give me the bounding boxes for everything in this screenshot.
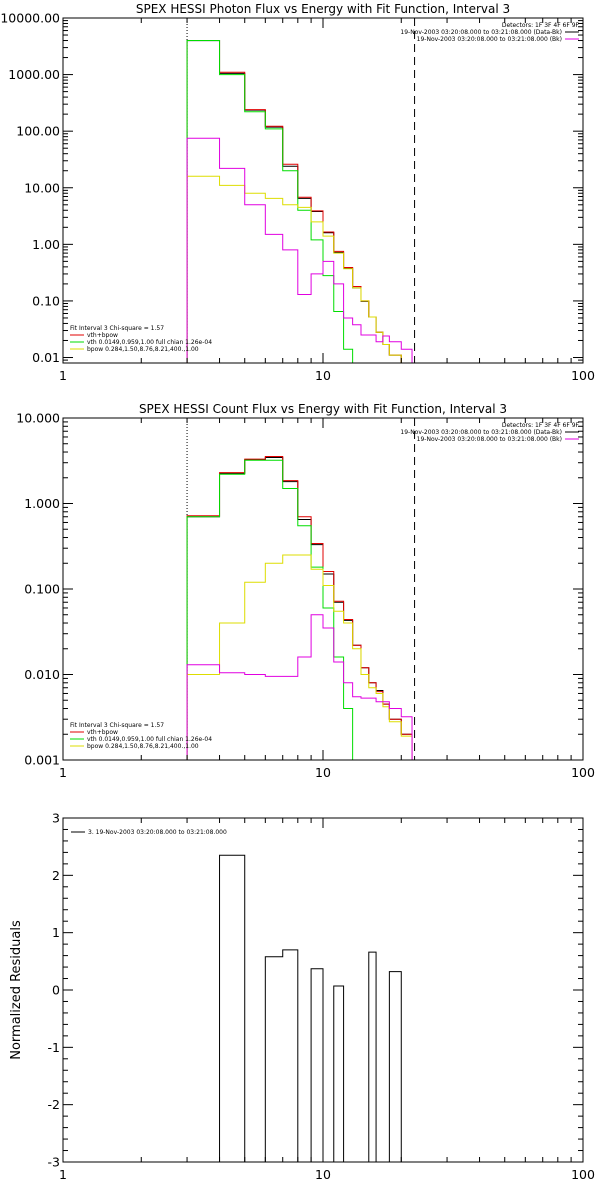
series-vth-line	[186, 40, 413, 364]
legend-entry: 19-Nov-2003 03:20:08.000 to 03:21:08.000…	[400, 429, 562, 436]
y-axis-label: Normalized Residuals	[9, 920, 24, 1060]
series-vth-bpow-line	[186, 455, 413, 760]
x-tick-label: 100	[571, 1167, 595, 1182]
fit-legend-entry: vth 0.0149,0.959,1.00 full chian 1.26e-0…	[87, 736, 212, 743]
series-bk-line	[186, 614, 413, 760]
y-tick-label: -3	[48, 1155, 60, 1170]
series-data-bk-line	[186, 40, 413, 364]
x-tick-label: 100	[571, 765, 595, 780]
y-tick-label: 1	[52, 925, 60, 940]
y-tick-label: 0.010	[24, 667, 60, 682]
chart-title: SPEX HESSI Count Flux vs Energy with Fit…	[139, 402, 507, 416]
legend-entry: 19-Nov-2003 03:20:08.000 to 03:21:08.000…	[417, 36, 562, 43]
fit-legend-header: Fit Interval 3 Chi-square = 1.57	[70, 325, 164, 332]
x-tick-label: 10	[315, 1167, 331, 1182]
fit-legend-entry: vth+bpow	[87, 332, 118, 339]
fit-legend-header: Fit Interval 3 Chi-square = 1.57	[70, 722, 164, 729]
photon-chart: SPEX HESSI Photon Flux vs Energy with Fi…	[0, 2, 595, 383]
y-tick-label: 10000.00	[0, 11, 60, 26]
x-tick-label: 1	[59, 1167, 67, 1182]
y-tick-label: -2	[48, 1097, 60, 1112]
y-tick-label: 1.000	[24, 496, 60, 511]
x-tick-label: 10	[315, 368, 331, 383]
legend-entry: 19-Nov-2003 03:20:08.000 to 03:21:08.000…	[400, 29, 562, 36]
x-tick-label: 1	[59, 765, 67, 780]
series-residuals-line	[187, 854, 402, 1163]
residuals-chart: Normalized Residuals 1 10 100 -3 -2 -1 0 1 2 3 3. 1…	[9, 811, 595, 1183]
y-tick-label: 0.001	[24, 753, 60, 768]
series-vth-line	[186, 459, 413, 761]
y-tick-label: 1000.00	[8, 67, 60, 82]
series-data-bk-line	[186, 457, 413, 760]
y-tick-label: 3	[52, 811, 60, 826]
y-tick-label: 10.00	[24, 180, 60, 195]
legend-entry: 3. 19-Nov-2003 03:20:08.000 to 03:21:08.…	[88, 829, 227, 836]
legend-header: Detectors: 1F 3F 4F 6F 9F	[502, 22, 580, 29]
y-tick-label: -1	[48, 1040, 60, 1055]
x-tick-label: 1	[59, 368, 67, 383]
x-tick-label: 10	[315, 765, 331, 780]
x-tick-label: 100	[571, 368, 595, 383]
y-tick-label: 10.000	[16, 411, 60, 426]
fit-legend-entry: bpow 0.284,1.50,8.76,8.21,400.,1.00	[87, 346, 199, 353]
fit-legend-entry: bpow 0.284,1.50,8.76,8.21,400.,1.00	[87, 743, 199, 750]
y-tick-label: 0	[52, 983, 60, 998]
y-tick-label: 0.100	[24, 582, 60, 597]
y-tick-label: 1.00	[32, 237, 60, 252]
fit-legend-entry: vth+bpow	[87, 729, 118, 736]
y-tick-label: 0.10	[32, 293, 60, 308]
count-chart: SPEX HESSI Count Flux vs Energy with Fit…	[16, 402, 595, 780]
y-tick-label: 0.01	[32, 350, 60, 365]
series-bk-line	[186, 137, 413, 363]
chart-title: SPEX HESSI Photon Flux vs Energy with Fi…	[136, 2, 510, 16]
y-tick-label: 100.00	[16, 124, 60, 139]
series-vth-bpow-line	[186, 40, 413, 364]
legend-header: Detectors: 1F 3F 4F 6F 9F	[502, 422, 580, 429]
fit-legend-entry: vth 0.0149,0.959,1.00 full chian 1.26e-0…	[87, 339, 212, 346]
y-tick-label: 2	[52, 868, 60, 883]
series-bpow-line	[186, 175, 413, 364]
series-bpow-line	[186, 554, 413, 760]
plot-frame	[62, 17, 584, 364]
legend-entry: 19-Nov-2003 03:20:08.000 to 03:21:08.000…	[417, 436, 562, 443]
